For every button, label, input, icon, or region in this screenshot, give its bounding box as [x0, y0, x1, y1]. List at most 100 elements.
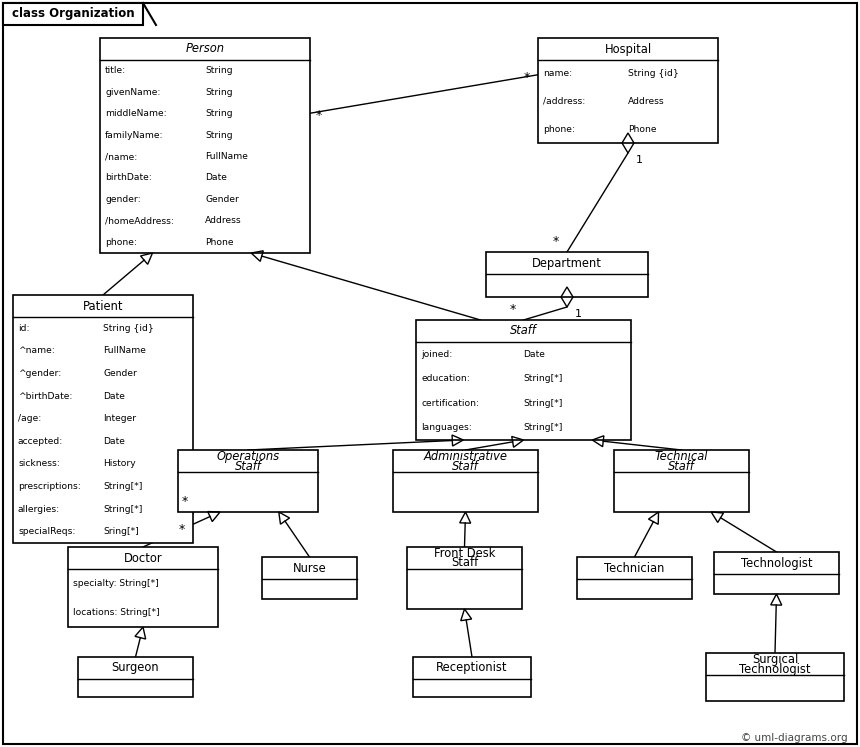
Bar	[538, 38, 718, 143]
Text: phone:: phone:	[543, 125, 574, 134]
Text: class Organization: class Organization	[12, 7, 134, 20]
Text: Staff: Staff	[452, 459, 479, 473]
Text: Staff: Staff	[451, 557, 478, 569]
Text: *: *	[179, 523, 185, 536]
Text: Phone: Phone	[628, 125, 656, 134]
Bar	[486, 252, 648, 297]
Text: *: *	[553, 235, 559, 248]
Text: Staff: Staff	[235, 459, 261, 473]
Text: Technical: Technical	[654, 450, 709, 463]
Text: © uml-diagrams.org: © uml-diagrams.org	[741, 733, 848, 743]
Text: accepted:: accepted:	[18, 437, 64, 446]
Text: Staff: Staff	[668, 459, 695, 473]
Text: ^birthDate:: ^birthDate:	[18, 391, 72, 400]
Text: allergies:: allergies:	[18, 505, 60, 514]
Text: Administrative: Administrative	[423, 450, 507, 463]
Bar	[13, 295, 193, 543]
Text: String {id}: String {id}	[628, 69, 679, 78]
Text: Sring[*]: Sring[*]	[103, 527, 138, 536]
Text: 1: 1	[575, 309, 582, 319]
Text: String[*]: String[*]	[524, 374, 563, 383]
Bar	[614, 450, 749, 512]
Text: String[*]: String[*]	[103, 482, 143, 491]
Text: /name:: /name:	[105, 152, 138, 161]
Text: id:: id:	[18, 323, 29, 333]
Text: String: String	[205, 109, 232, 118]
Text: Date: Date	[524, 350, 545, 359]
Text: *: *	[182, 495, 188, 508]
Bar	[178, 450, 318, 512]
Text: Hospital: Hospital	[605, 43, 652, 55]
Text: languages:: languages:	[421, 424, 472, 433]
Text: Gender: Gender	[205, 195, 239, 204]
Text: Doctor: Doctor	[124, 551, 163, 565]
Text: Receptionist: Receptionist	[436, 662, 507, 675]
Text: joined:: joined:	[421, 350, 452, 359]
Text: specialty: String[*]: specialty: String[*]	[73, 579, 159, 588]
Text: birthDate:: birthDate:	[105, 173, 151, 182]
Text: title:: title:	[105, 66, 126, 75]
Text: specialReqs:: specialReqs:	[18, 527, 76, 536]
Text: Date: Date	[103, 437, 125, 446]
Bar	[78, 657, 193, 697]
Text: FullName: FullName	[103, 347, 146, 356]
Text: String: String	[205, 131, 232, 140]
Bar	[393, 450, 538, 512]
Text: String: String	[205, 87, 232, 96]
Text: Address: Address	[628, 97, 665, 106]
Text: *: *	[509, 303, 515, 316]
Text: 1: 1	[636, 155, 643, 165]
Text: ^gender:: ^gender:	[18, 369, 61, 378]
Text: prescriptions:: prescriptions:	[18, 482, 81, 491]
Bar	[407, 547, 522, 609]
Text: *: *	[316, 109, 322, 123]
Text: Surgical: Surgical	[752, 653, 798, 666]
Text: /age:: /age:	[18, 414, 41, 424]
Text: givenName:: givenName:	[105, 87, 160, 96]
Text: education:: education:	[421, 374, 470, 383]
Bar	[714, 552, 839, 594]
Text: /homeAddress:: /homeAddress:	[105, 217, 174, 226]
Text: Staff: Staff	[510, 324, 537, 338]
Text: locations: String[*]: locations: String[*]	[73, 608, 160, 617]
Text: Nurse: Nurse	[292, 562, 327, 574]
Text: Address: Address	[205, 217, 242, 226]
Bar	[100, 38, 310, 253]
Bar	[262, 557, 357, 599]
Bar	[3, 3, 143, 25]
Text: ^name:: ^name:	[18, 347, 55, 356]
Bar	[706, 653, 844, 701]
Text: sickness:: sickness:	[18, 459, 59, 468]
Text: Person: Person	[186, 43, 224, 55]
Text: Phone: Phone	[205, 238, 234, 247]
Text: String[*]: String[*]	[524, 424, 563, 433]
Text: String {id}: String {id}	[103, 323, 154, 333]
Text: /address:: /address:	[543, 97, 586, 106]
Text: Gender: Gender	[103, 369, 137, 378]
Text: Department: Department	[532, 256, 602, 270]
Text: Patient: Patient	[83, 300, 123, 312]
Text: Date: Date	[103, 391, 125, 400]
Text: Technologist: Technologist	[740, 663, 811, 675]
Text: Operations: Operations	[217, 450, 280, 463]
Text: History: History	[103, 459, 136, 468]
Text: Technician: Technician	[605, 562, 665, 574]
Bar	[577, 557, 692, 599]
Text: certification:: certification:	[421, 399, 479, 408]
Text: Front Desk: Front Desk	[433, 547, 495, 560]
Text: Integer: Integer	[103, 414, 136, 424]
Text: middleName:: middleName:	[105, 109, 167, 118]
Text: FullName: FullName	[205, 152, 248, 161]
Text: gender:: gender:	[105, 195, 141, 204]
Text: String[*]: String[*]	[524, 399, 563, 408]
Bar	[413, 657, 531, 697]
Text: String[*]: String[*]	[103, 505, 143, 514]
Text: Surgeon: Surgeon	[112, 662, 159, 675]
Text: phone:: phone:	[105, 238, 137, 247]
Text: String: String	[205, 66, 232, 75]
Text: Date: Date	[205, 173, 227, 182]
Text: name:: name:	[543, 69, 572, 78]
Text: *: *	[524, 71, 530, 84]
Bar	[416, 320, 631, 440]
Text: familyName:: familyName:	[105, 131, 163, 140]
